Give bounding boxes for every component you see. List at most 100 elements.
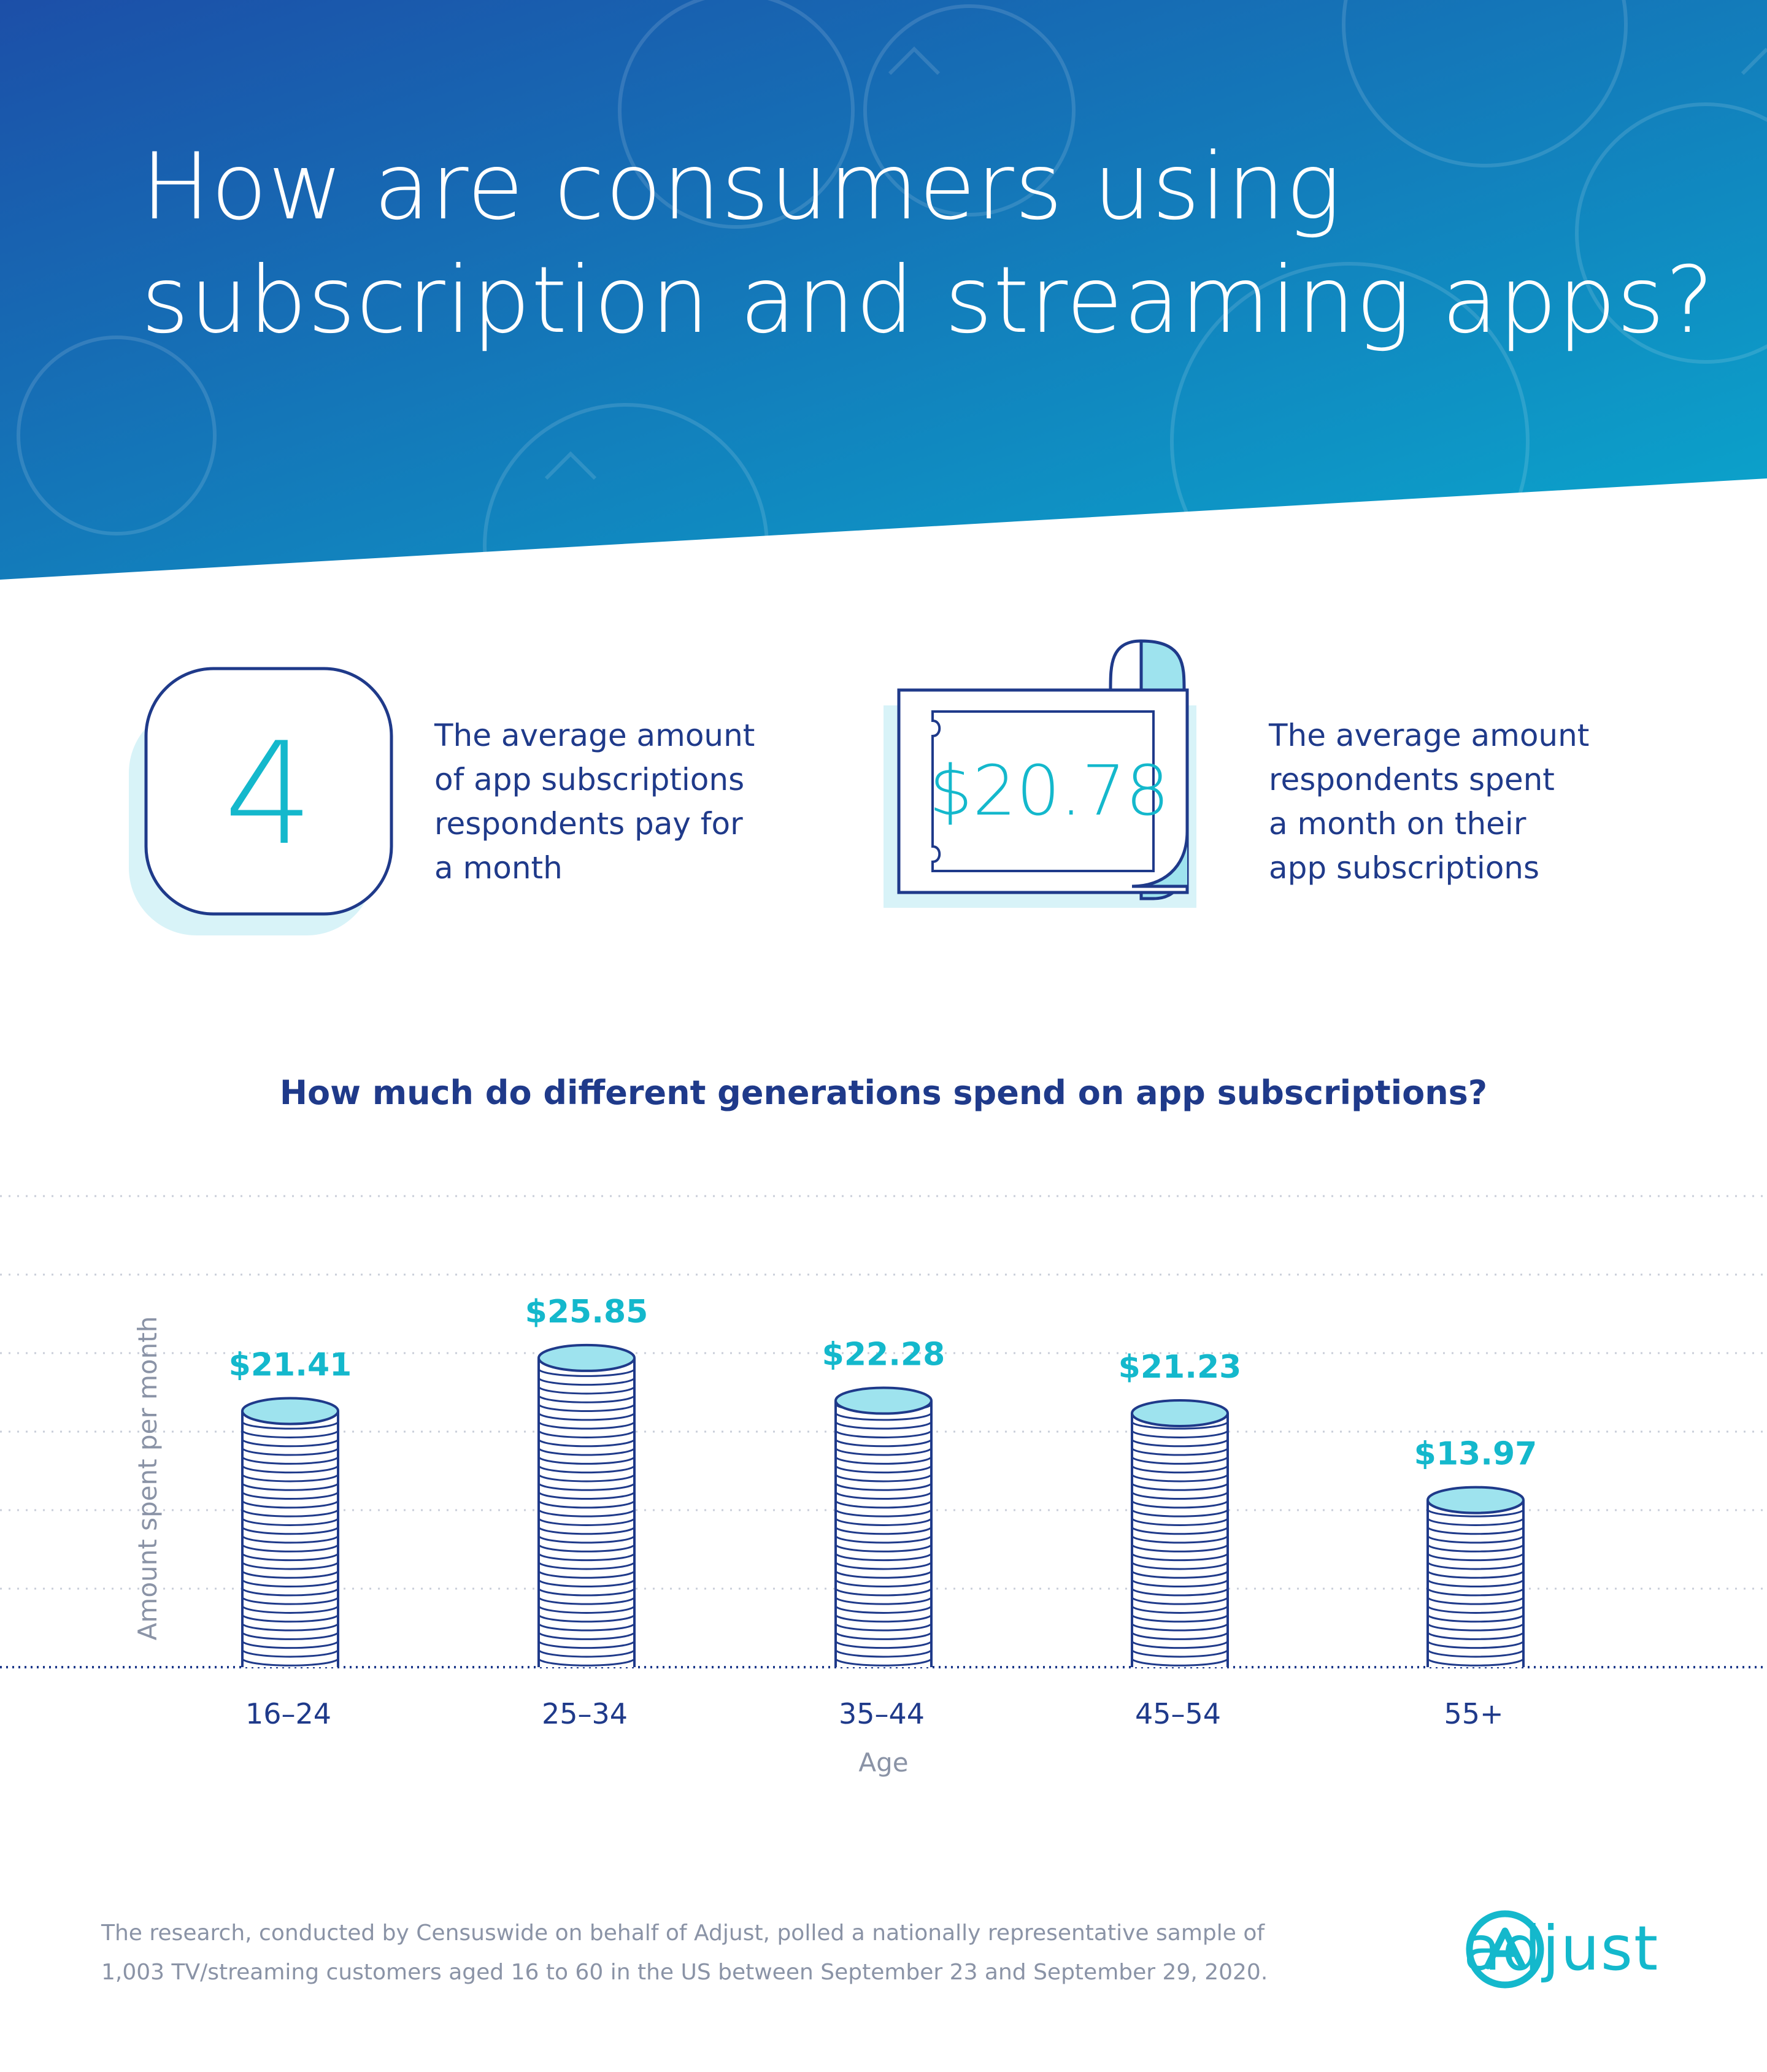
coin-edge (241, 1421, 339, 1430)
coin-edge (834, 1605, 933, 1614)
bar-45–54 (1131, 1399, 1229, 1667)
coin-edge (241, 1448, 339, 1456)
coin-edge (537, 1377, 636, 1386)
coin-edge (1131, 1587, 1229, 1597)
coin-edge (1426, 1587, 1525, 1597)
x-tick-label: 55+ (1444, 1697, 1503, 1730)
coin-edge (241, 1614, 339, 1623)
chart-title: How much do different generations spend … (279, 1073, 1488, 1112)
coin-edge (1426, 1632, 1525, 1640)
coin-edge (1426, 1623, 1525, 1632)
coin-edge (537, 1395, 636, 1403)
coin-edge (834, 1456, 933, 1465)
coin-edge (241, 1473, 339, 1483)
coin-edge (1131, 1518, 1229, 1526)
coin-edge (1426, 1649, 1525, 1658)
coin-edge (241, 1561, 339, 1570)
coin-edge (241, 1456, 339, 1465)
coin-edge (537, 1465, 636, 1474)
chart-labels: $21.41 16–24 $25.85 25–34 $22.28 35–44 $21.23 4… (229, 1294, 1538, 1730)
coin-edge (834, 1614, 933, 1623)
coin-edge (241, 1465, 339, 1474)
coin-edge (1426, 1614, 1525, 1623)
bar-16–24 (241, 1397, 339, 1667)
coin-edge (537, 1448, 636, 1456)
header-background (0, 0, 1767, 580)
stat-subscription-count: 4 (223, 712, 314, 877)
coin-edge (834, 1597, 933, 1605)
coin-edge (537, 1518, 636, 1526)
coin-edge (537, 1483, 636, 1491)
stat-average-spend: $20.78 (929, 751, 1169, 831)
coin-edge (537, 1597, 636, 1605)
coin-edge (537, 1587, 636, 1597)
coin-edge (834, 1500, 933, 1509)
coin-edge (537, 1640, 636, 1649)
coin-edge (1426, 1658, 1525, 1667)
coin-edge (537, 1412, 636, 1421)
coin-edge (241, 1605, 339, 1614)
coin-edge (241, 1597, 339, 1605)
coin-stack-top (241, 1397, 339, 1425)
data-label: $21.41 (229, 1347, 352, 1384)
coin-edge (537, 1386, 636, 1395)
coin-edge (241, 1491, 339, 1500)
page-title-line-1: How are consumers using (141, 134, 1342, 240)
coin-edge (1426, 1570, 1525, 1579)
coin-edge (834, 1649, 933, 1658)
coin-edge (537, 1500, 636, 1509)
adjust-logo-text: adjust (1463, 1913, 1660, 1984)
coin-edge (537, 1658, 636, 1667)
x-tick-label: 45–54 (1135, 1697, 1221, 1730)
coin-stack-top (834, 1386, 933, 1415)
coin-edge (834, 1579, 933, 1588)
coin-edge (537, 1632, 636, 1640)
coin-edge (241, 1552, 339, 1562)
coin-edge (834, 1412, 933, 1421)
coin-edge (537, 1430, 636, 1438)
coin-edge (834, 1491, 933, 1500)
coin-edge (241, 1544, 339, 1552)
coin-edge (241, 1500, 339, 1509)
coin-edge (241, 1430, 339, 1438)
app-icon-square-icon (129, 667, 393, 935)
coin-edge (537, 1570, 636, 1579)
x-tick-label: 25–34 (542, 1697, 628, 1730)
coin-edge (1131, 1448, 1229, 1456)
stat-average-spend-description: The average amount respondents spent a m… (1269, 718, 1590, 886)
coin-edge (537, 1368, 636, 1377)
coin-edge (1131, 1456, 1229, 1465)
coin-edge (1426, 1561, 1525, 1570)
coin-stack-top (1426, 1486, 1525, 1514)
data-label: $25.85 (525, 1294, 649, 1330)
coin-edge (537, 1473, 636, 1483)
coin-edge (1131, 1535, 1229, 1544)
coin-edge (537, 1614, 636, 1623)
coin-edge (834, 1587, 933, 1597)
coin-edge (1426, 1640, 1525, 1649)
coin-edge (241, 1649, 339, 1658)
bar-35–44 (834, 1386, 933, 1667)
coin-edge (1426, 1552, 1525, 1562)
coin-edge (537, 1438, 636, 1448)
coin-edge (834, 1561, 933, 1570)
coin-edge (1131, 1640, 1229, 1649)
data-label: $13.97 (1414, 1436, 1538, 1473)
coin-edge (1131, 1544, 1229, 1552)
bar-25–34 (537, 1343, 636, 1667)
coin-edge (537, 1561, 636, 1570)
coin-edge (241, 1570, 339, 1579)
coin-edge (241, 1587, 339, 1597)
stat-subscription-count-description: The average amount of app subscriptions … (434, 718, 755, 886)
coin-edge (834, 1544, 933, 1552)
page-title-line-2: subscription and streaming apps? (141, 247, 1715, 354)
coin-edge (1426, 1535, 1525, 1544)
coin-edge (834, 1518, 933, 1526)
coin-edge (834, 1483, 933, 1491)
coin-edge (1131, 1500, 1229, 1509)
coin-edge (241, 1526, 339, 1535)
coin-edge (537, 1623, 636, 1632)
coin-edge (834, 1465, 933, 1474)
coin-edge (241, 1623, 339, 1632)
coin-edge (537, 1579, 636, 1588)
